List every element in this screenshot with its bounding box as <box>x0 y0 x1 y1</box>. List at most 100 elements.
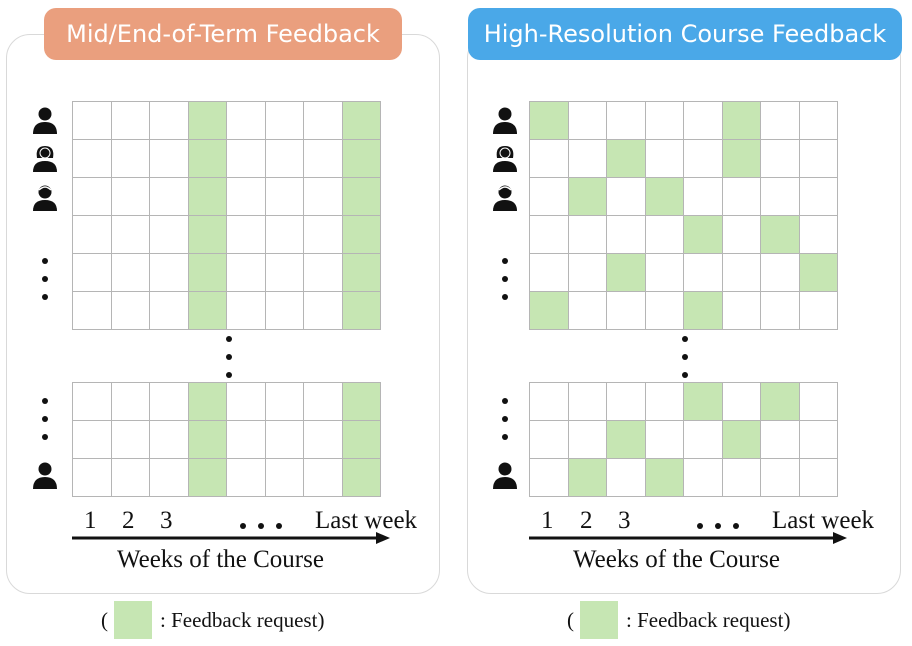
grid-cell <box>73 178 112 216</box>
grid-cell <box>684 421 723 459</box>
feedback-request-cell <box>645 178 684 216</box>
legend-open-paren: ( <box>101 607 108 632</box>
grid-cell <box>761 254 800 292</box>
grid-cell <box>265 216 304 254</box>
ellipsis-dot <box>42 434 48 440</box>
grid-cell <box>227 140 266 178</box>
grid-cell <box>304 292 343 330</box>
feedback-request-cell <box>342 140 381 178</box>
ellipsis-dot <box>276 523 282 529</box>
grid-cell <box>722 178 761 216</box>
person-short-hair-icon <box>493 185 517 211</box>
grid-cell <box>111 421 150 459</box>
ellipsis-dot <box>682 336 688 342</box>
grid-cell <box>304 216 343 254</box>
grid-cell <box>568 383 607 421</box>
grid-cell <box>227 383 266 421</box>
feedback-request-cell <box>761 216 800 254</box>
grid-cell <box>150 421 189 459</box>
person-icon <box>493 107 517 134</box>
last-week-label: Last week <box>772 507 875 534</box>
ellipsis-dot <box>502 416 508 422</box>
grid-cell <box>799 292 838 330</box>
grid-cell <box>761 102 800 140</box>
grid-cell <box>799 383 838 421</box>
grid-cell <box>799 178 838 216</box>
grid-cell <box>227 459 266 497</box>
legend-text: : Feedback request) <box>626 607 791 632</box>
feedback-request-cell <box>342 216 381 254</box>
grid-cell <box>150 254 189 292</box>
grid-cell <box>607 459 646 497</box>
grid-cell <box>304 102 343 140</box>
grid-cell <box>645 421 684 459</box>
grid-cell <box>799 140 838 178</box>
grid-cell <box>722 292 761 330</box>
left-bottom-grid <box>72 382 381 497</box>
grid-cell <box>761 421 800 459</box>
feedback-request-cell <box>607 140 646 178</box>
grid-cell <box>227 216 266 254</box>
feedback-request-cell <box>530 292 569 330</box>
grid-cell <box>265 459 304 497</box>
feedback-request-cell <box>568 459 607 497</box>
grid-cell <box>684 178 723 216</box>
grid-cell <box>799 459 838 497</box>
grid-cell <box>265 421 304 459</box>
grid-cell <box>73 140 112 178</box>
grid-cell <box>607 292 646 330</box>
grid-cell <box>150 216 189 254</box>
feedback-request-cell <box>684 216 723 254</box>
grid-cell <box>111 383 150 421</box>
ellipsis-dot <box>258 523 264 529</box>
grid-cell <box>150 140 189 178</box>
feedback-request-cell <box>188 140 227 178</box>
grid-cell <box>530 421 569 459</box>
grid-cell <box>530 178 569 216</box>
ellipsis-dot <box>42 294 48 300</box>
left-panel-title: Mid/End-of-Term Feedback <box>44 8 402 60</box>
feedback-request-cell <box>722 421 761 459</box>
grid-cell <box>227 254 266 292</box>
feedback-request-cell <box>761 383 800 421</box>
grid-cell <box>265 292 304 330</box>
grid-cell <box>568 254 607 292</box>
ellipsis-dot <box>502 434 508 440</box>
grid-cell <box>150 102 189 140</box>
grid-cell <box>607 102 646 140</box>
grid-cell <box>73 254 112 292</box>
ellipsis-dot <box>226 336 232 342</box>
time-axis-arrow <box>529 532 847 544</box>
grid-cell <box>111 178 150 216</box>
time-axis-arrow <box>72 532 390 544</box>
feedback-request-cell <box>342 102 381 140</box>
feedback-request-cell <box>722 102 761 140</box>
grid-cell <box>645 216 684 254</box>
ellipsis-dot <box>226 354 232 360</box>
person-icon <box>33 462 57 489</box>
grid-cell <box>684 459 723 497</box>
grid-cell <box>304 140 343 178</box>
legend: ( : Feedback request) <box>567 601 790 639</box>
legend-open-paren: ( <box>567 607 574 632</box>
grid-cell <box>227 178 266 216</box>
ellipsis-dot <box>715 523 721 529</box>
legend: ( : Feedback request) <box>101 601 324 639</box>
feedback-request-cell <box>188 459 227 497</box>
grid-cell <box>761 292 800 330</box>
ellipsis-dot <box>682 354 688 360</box>
axis-label: Weeks of the Course <box>573 546 780 573</box>
legend-swatch <box>580 601 618 639</box>
grid-cell <box>530 254 569 292</box>
feedback-request-cell <box>342 178 381 216</box>
grid-cell <box>684 254 723 292</box>
grid-cell <box>530 459 569 497</box>
feedback-request-cell <box>342 421 381 459</box>
grid-cell <box>568 102 607 140</box>
ellipsis-dot <box>42 258 48 264</box>
ellipsis-dot <box>502 276 508 282</box>
grid-cell <box>799 102 838 140</box>
feedback-request-cell <box>188 178 227 216</box>
grid-cell <box>265 140 304 178</box>
feedback-request-cell <box>684 383 723 421</box>
